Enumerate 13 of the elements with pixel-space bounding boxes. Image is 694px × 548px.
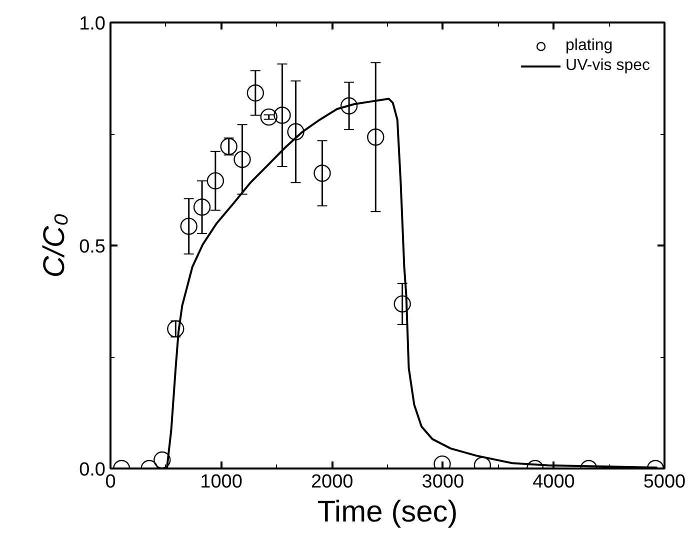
x-tick-label: 4000 [532, 472, 575, 492]
legend-label: UV-vis spec [566, 57, 650, 75]
x-tick-label: 0 [105, 472, 116, 492]
x-tick-label: 2000 [310, 472, 354, 492]
y-axis-title: C/C₀ [38, 213, 72, 278]
x-tick-label: 1000 [200, 472, 242, 492]
y-tick-label: 0.0 [79, 460, 106, 480]
x-tick-label: 3000 [422, 472, 464, 492]
x-axis-title: Time (sec) [317, 496, 458, 528]
legend-label: plating [566, 37, 613, 55]
y-tick-label: 0.5 [79, 236, 106, 258]
x-tick-label: 5000 [643, 472, 686, 492]
y-tick-label: 1.0 [79, 14, 106, 34]
